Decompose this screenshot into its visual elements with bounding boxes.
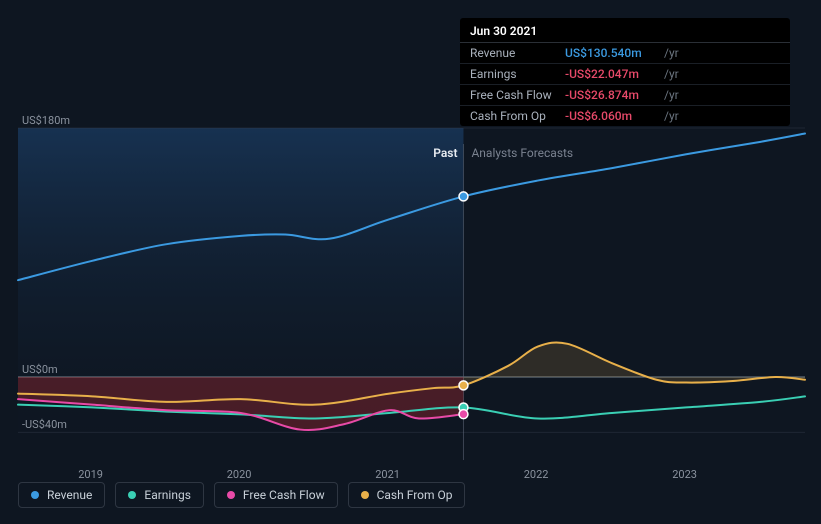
tooltip-label: Revenue: [470, 46, 565, 60]
tooltip-label: Earnings: [470, 67, 565, 81]
y-axis-label: US$0m: [22, 363, 58, 376]
legend-label: Earnings: [144, 488, 191, 502]
tooltip-value: -US$22.047m: [565, 67, 660, 81]
legend-dot: [31, 491, 39, 499]
legend-dot: [128, 491, 136, 499]
chart-legend: Revenue Earnings Free Cash Flow Cash From O…: [18, 482, 465, 508]
legend-label: Cash From Op: [377, 488, 453, 502]
legend-item[interactable]: Earnings: [115, 482, 204, 508]
marker-revenue: [459, 192, 468, 201]
x-axis-label: 2021: [375, 468, 400, 481]
tooltip-row: RevenueUS$130.540m/yr: [460, 43, 790, 64]
y-axis-label: US$180m: [22, 114, 70, 127]
tooltip-label: Cash From Op: [470, 109, 565, 123]
chart-tooltip: Jun 30 2021RevenueUS$130.540m/yrEarnings…: [460, 18, 790, 126]
financial-chart: Jun 30 2021RevenueUS$130.540m/yrEarnings…: [0, 0, 821, 524]
tooltip-unit: /yr: [664, 88, 679, 102]
marker-cash_from_op: [459, 381, 468, 390]
legend-item[interactable]: Free Cash Flow: [214, 482, 338, 508]
tooltip-unit: /yr: [664, 109, 679, 123]
legend-label: Free Cash Flow: [243, 488, 325, 502]
legend-label: Revenue: [47, 488, 92, 502]
x-axis-label: 2019: [78, 468, 103, 481]
tooltip-date: Jun 30 2021: [460, 18, 790, 43]
tooltip-row: Earnings-US$22.047m/yr: [460, 64, 790, 85]
past-label: Past: [433, 146, 457, 160]
x-axis-label: 2023: [672, 468, 697, 481]
tooltip-value: US$130.540m: [565, 46, 660, 60]
tooltip-label: Free Cash Flow: [470, 88, 565, 102]
tooltip-unit: /yr: [664, 46, 679, 60]
forecast-label: Analysts Forecasts: [471, 146, 573, 160]
x-axis-label: 2020: [227, 468, 252, 481]
tooltip-row: Cash From Op-US$6.060m/yr: [460, 106, 790, 126]
legend-item[interactable]: Revenue: [18, 482, 105, 508]
x-axis-label: 2022: [524, 468, 549, 481]
y-axis-label: -US$40m: [22, 418, 67, 431]
marker-fcf: [459, 410, 468, 419]
legend-dot: [361, 491, 369, 499]
legend-item[interactable]: Cash From Op: [348, 482, 466, 508]
legend-dot: [227, 491, 235, 499]
tooltip-value: -US$26.874m: [565, 88, 660, 102]
tooltip-unit: /yr: [664, 67, 679, 81]
tooltip-row: Free Cash Flow-US$26.874m/yr: [460, 85, 790, 106]
tooltip-value: -US$6.060m: [565, 109, 660, 123]
